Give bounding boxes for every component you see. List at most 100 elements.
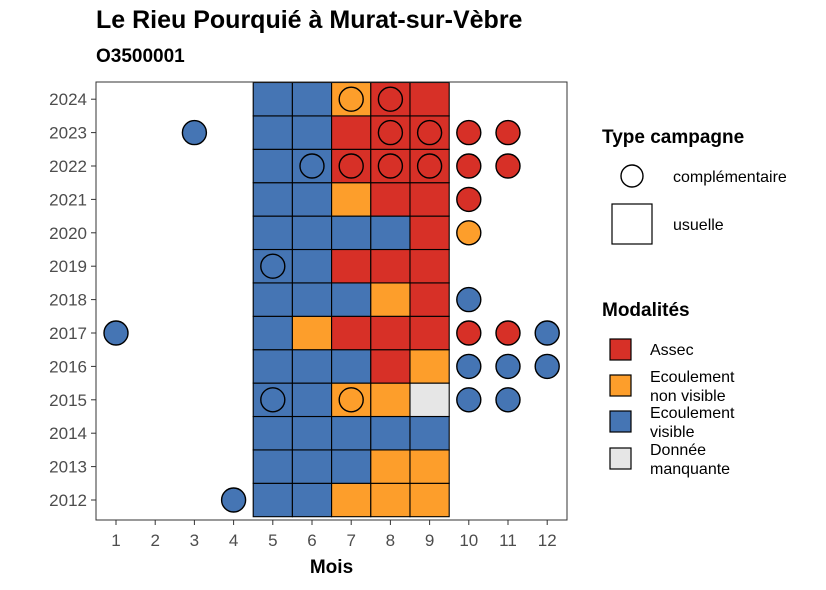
x-axis: 1 2 3 4 5 6 7 8 9 10 11 12 <box>111 520 557 550</box>
x-tick-label: 3 <box>190 531 199 550</box>
y-tick-label: 2022 <box>49 157 87 176</box>
complementary-point-2017-10 <box>456 320 482 346</box>
usual-cell-2020-8 <box>370 215 411 251</box>
usual-cell-2014-6 <box>291 415 333 451</box>
legend-modalite-swatch <box>609 338 632 361</box>
x-tick-label: 7 <box>346 531 355 550</box>
y-tick-label: 2020 <box>49 224 87 243</box>
usual-cell-2014-8 <box>370 415 411 451</box>
usual-cell-2013-9 <box>409 449 450 484</box>
x-tick-label: 12 <box>538 531 557 550</box>
legend-modalite-label: visible <box>650 424 695 441</box>
usual-cell-2017-6 <box>291 315 333 351</box>
y-tick-label: 2016 <box>49 357 87 376</box>
legend-type-title: Type campagne <box>602 127 744 148</box>
usual-cell-2024-5 <box>252 81 293 117</box>
complementary-point-2017-1 <box>103 320 129 346</box>
complementary-point-2015-7 <box>338 387 364 413</box>
usual-cell-2016-9 <box>409 349 450 384</box>
legend-square-key <box>611 203 653 245</box>
complementary-point-2023-11 <box>495 119 521 146</box>
usual-cell-2021-5 <box>252 182 293 217</box>
usual-cell-2020-9 <box>409 215 450 251</box>
plot-panel-border <box>95 81 568 521</box>
usual-cell-2012-5 <box>252 482 293 518</box>
legend-type-label: usuelle <box>673 217 724 234</box>
chart-subtitle: O3500001 <box>96 46 185 67</box>
legend-modalite-label: manquante <box>650 461 730 478</box>
usual-cell-2021-6 <box>291 182 333 217</box>
usual-cell-2018-6 <box>291 282 333 317</box>
complementary-point-2023-8 <box>377 119 404 146</box>
usual-cell-2021-8 <box>370 182 411 217</box>
complementary-point-2024-7 <box>338 86 364 112</box>
usual-cell-2023-5 <box>252 115 293 150</box>
usual-cell-2013-7 <box>331 449 372 484</box>
usual-cell-2021-7 <box>331 182 372 217</box>
y-tick-label: 2013 <box>49 458 87 477</box>
complementary-point-2021-10 <box>456 186 482 213</box>
y-tick-label: 2015 <box>49 391 87 410</box>
complementary-point-2015-11 <box>495 387 521 413</box>
y-tick-label: 2024 <box>49 90 87 109</box>
complementary-point-2018-10 <box>456 286 482 313</box>
legend-circle-key <box>620 164 644 188</box>
chart-title: Le Rieu Pourquié à Murat-sur-Vèbre <box>96 6 523 34</box>
usual-cell-2012-9 <box>409 482 450 518</box>
legend-modalite-label: non visible <box>650 388 726 405</box>
y-tick-label: 2017 <box>49 324 87 343</box>
usual-cell-2014-7 <box>331 415 372 451</box>
complementary-point-2022-6 <box>299 153 325 179</box>
usual-cell-2014-5 <box>252 415 293 451</box>
usual-cell-2020-5 <box>252 215 293 251</box>
usual-cell-2014-9 <box>409 415 450 451</box>
y-tick-label: 2012 <box>49 491 87 510</box>
y-tick-label: 2014 <box>49 424 87 443</box>
complementary-points-layer <box>103 86 560 513</box>
complementary-point-2016-12 <box>534 353 560 380</box>
usual-cell-2019-7 <box>331 248 372 284</box>
x-tick-label: 8 <box>386 531 395 550</box>
usual-cell-2012-8 <box>370 482 411 518</box>
complementary-point-2022-11 <box>495 153 521 179</box>
x-tick-label: 9 <box>425 531 434 550</box>
usual-cell-2023-6 <box>291 115 333 150</box>
legend-modalite-swatch <box>609 374 632 397</box>
usual-cell-2016-5 <box>252 349 293 384</box>
y-tick-label: 2021 <box>49 190 87 209</box>
legend-modalite-label: Ecoulement <box>650 369 735 386</box>
x-tick-label: 5 <box>268 531 277 550</box>
usual-cell-2012-7 <box>331 482 372 518</box>
x-tick-label: 1 <box>111 531 120 550</box>
usual-cell-2016-8 <box>370 349 411 384</box>
usual-cell-2024-6 <box>291 81 333 117</box>
complementary-point-2019-5 <box>260 253 286 279</box>
usual-cell-2018-9 <box>409 282 450 317</box>
complementary-point-2015-10 <box>456 387 482 413</box>
usual-cell-2020-7 <box>331 215 372 251</box>
complementary-point-2023-10 <box>456 119 482 146</box>
complementary-point-2022-7 <box>338 153 364 179</box>
complementary-point-2016-11 <box>495 353 521 380</box>
legend-modalite-label: Assec <box>650 342 694 359</box>
usual-cell-2019-9 <box>409 248 450 284</box>
legend-type-label: complémentaire <box>673 169 787 186</box>
usual-cell-2016-6 <box>291 349 333 384</box>
legend-modalites-title: Modalités <box>602 300 690 321</box>
x-axis-label: Mois <box>310 557 353 578</box>
usual-cell-2013-6 <box>291 449 333 484</box>
legend-modalite-swatch <box>609 447 632 470</box>
y-axis: 2012 2013 2014 2015 2016 2017 2018 2019 2020 2021… <box>49 90 96 510</box>
x-tick-label: 2 <box>150 531 159 550</box>
x-tick-label: 4 <box>229 531 238 550</box>
usual-cell-2023-7 <box>331 115 372 150</box>
usual-cell-2021-9 <box>409 182 450 217</box>
usual-cell-2019-6 <box>291 248 333 284</box>
legend-modalite-label: Donnée <box>650 442 706 459</box>
usual-cell-2022-5 <box>252 148 293 184</box>
usual-cell-2017-5 <box>252 315 293 351</box>
y-tick-label: 2018 <box>49 291 87 310</box>
usual-cell-2013-8 <box>370 449 411 484</box>
